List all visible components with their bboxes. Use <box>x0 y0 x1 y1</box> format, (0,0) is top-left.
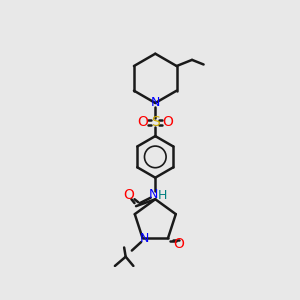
Text: N: N <box>149 188 158 201</box>
Text: O: O <box>137 115 148 129</box>
Text: H: H <box>158 189 167 202</box>
Text: N: N <box>151 97 160 110</box>
Text: O: O <box>162 115 173 129</box>
Text: O: O <box>123 188 134 203</box>
Text: O: O <box>173 237 184 251</box>
Text: S: S <box>151 115 160 129</box>
Text: N: N <box>140 232 149 245</box>
